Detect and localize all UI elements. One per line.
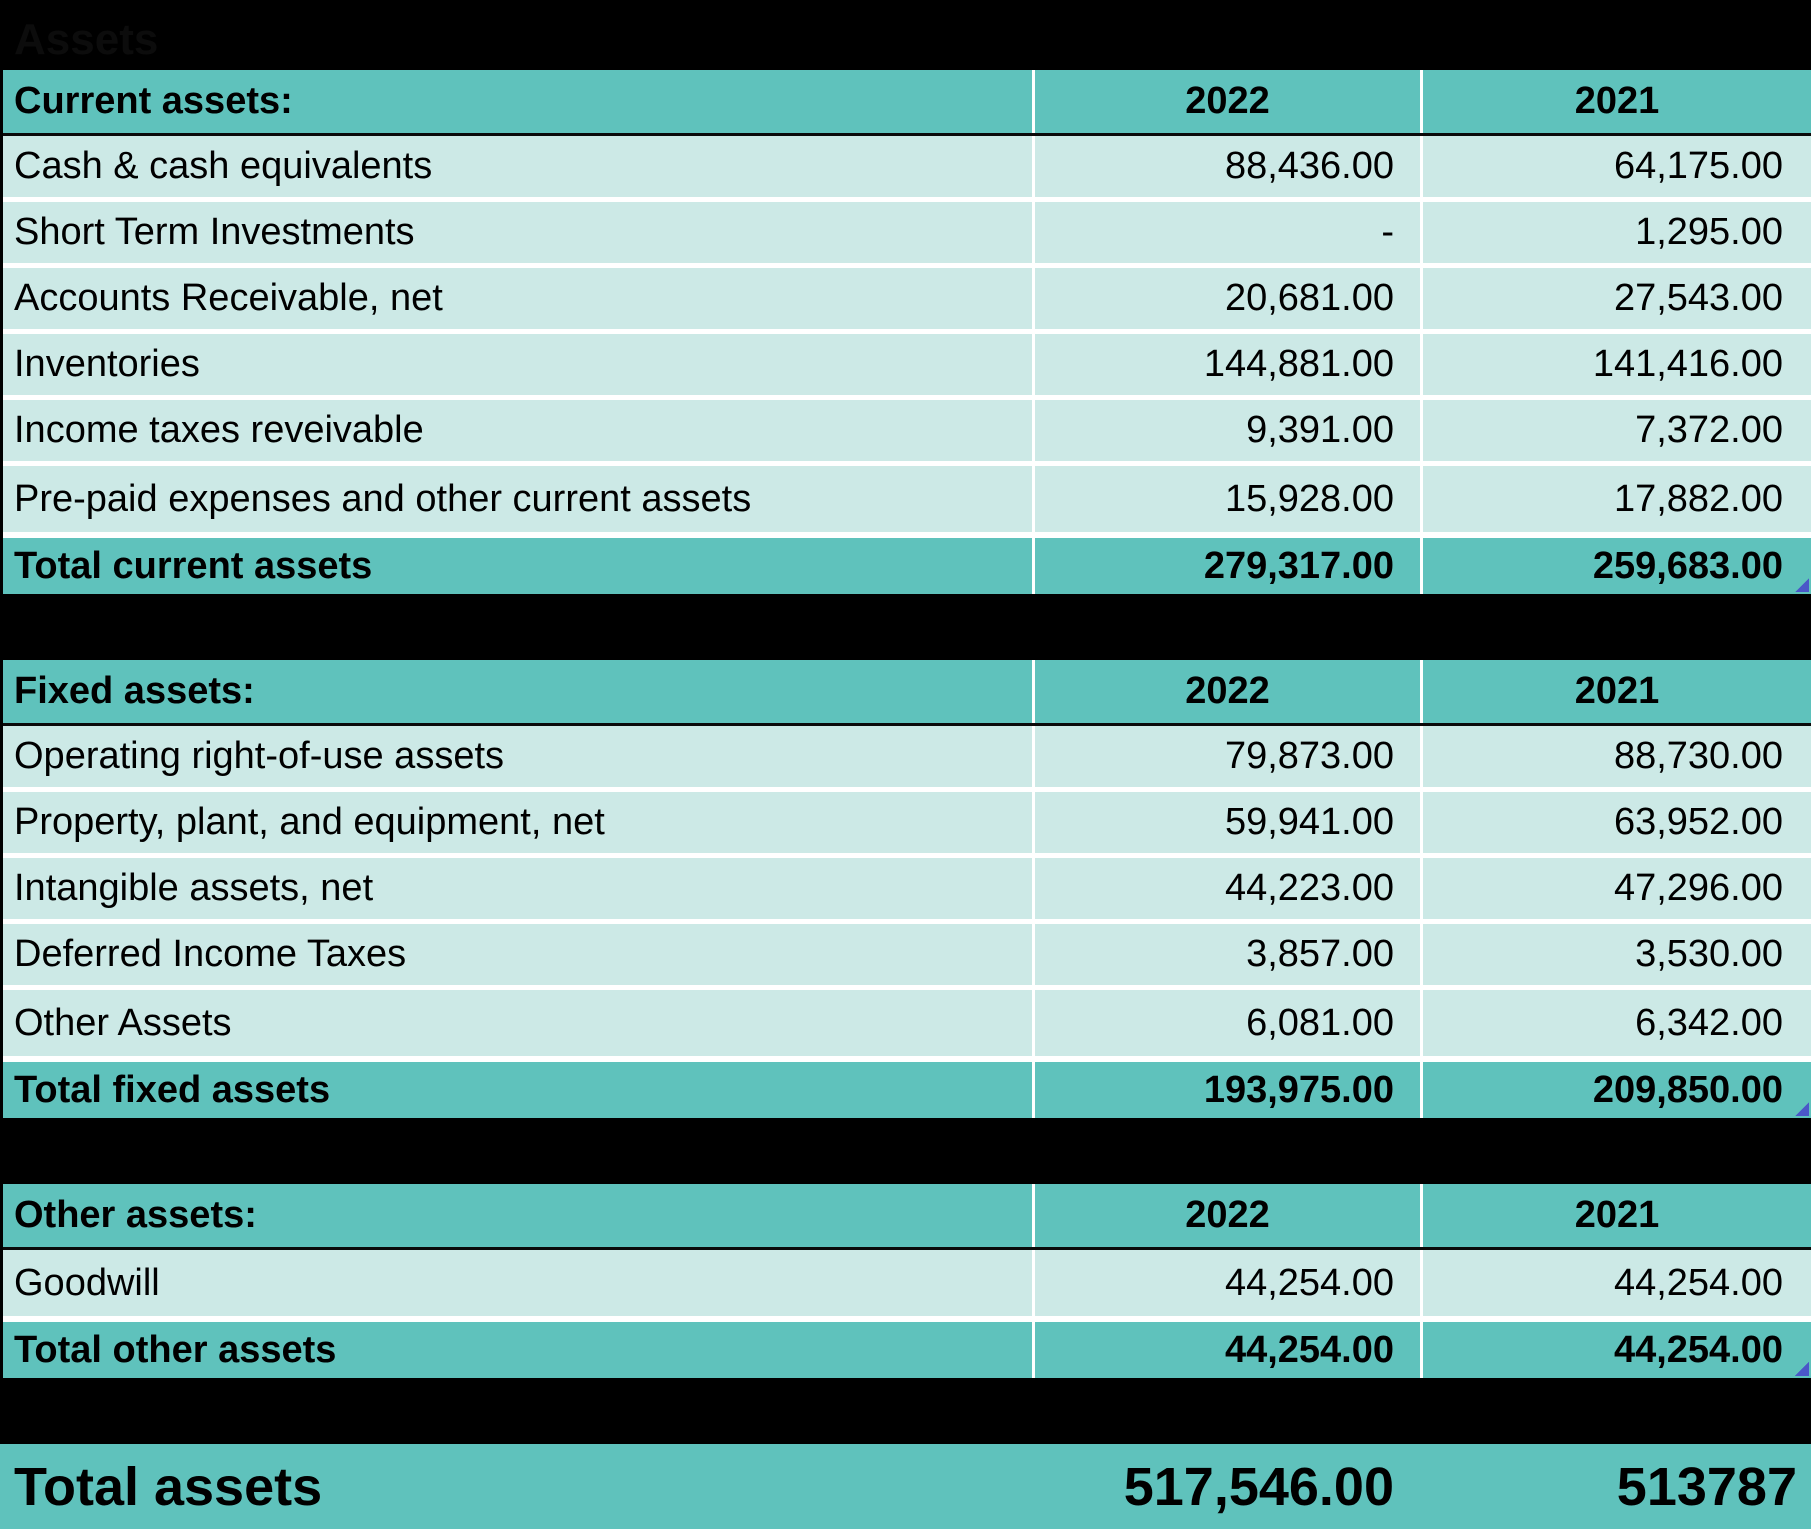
value-2022: 59,941.00 [1032,792,1420,853]
value-2022: 3,857.00 [1032,924,1420,985]
total-row: Total fixed assets 193,975.00 209,850.00 [3,1056,1811,1118]
value-2021: 141,416.00 [1420,334,1811,395]
total-value-2022: 279,317.00 [1032,538,1420,594]
table-row: Deferred Income Taxes 3,857.00 3,530.00 [3,924,1811,990]
row-label: Cash & cash equivalents [14,145,433,187]
value-2022: 144,881.00 [1032,334,1420,395]
value-2022: 88,436.00 [1032,136,1420,197]
total-label: Total other assets [14,1328,337,1371]
row-label: Inventories [14,343,200,385]
table-row: Operating right-of-use assets 79,873.00 … [3,726,1811,792]
table-row: Inventories 144,881.00 141,416.00 [3,334,1811,400]
value-2021: 27,543.00 [1420,268,1811,329]
table-header-row: Fixed assets: 2022 2021 [3,660,1811,726]
value-2022: 15,928.00 [1032,466,1420,532]
value-2021: 17,882.00 [1420,466,1811,532]
total-value-2022: 44,254.00 [1032,1322,1420,1378]
column-header-2022: 2022 [1032,70,1420,133]
other-assets-table: Other assets: 2022 2021 Goodwill 44,254.… [3,1184,1811,1378]
table-row: Cash & cash equivalents 88,436.00 64,175… [3,136,1811,202]
value-2022: 9,391.00 [1032,400,1420,461]
column-header-2021: 2021 [1420,70,1811,133]
grand-total-2021: 513787 [1616,1456,1797,1517]
value-2021: 63,952.00 [1420,792,1811,853]
table-row: Goodwill 44,254.00 44,254.00 [3,1250,1811,1316]
page-title: Assets [14,15,159,64]
row-label: Intangible assets, net [14,867,374,909]
table-header-row: Other assets: 2022 2021 [3,1184,1811,1250]
table-row: Accounts Receivable, net 20,681.00 27,54… [3,268,1811,334]
column-header-2021: 2021 [1420,1184,1811,1247]
cell-resize-handle-icon[interactable] [1795,578,1809,592]
section-title: Current assets: [14,80,293,122]
column-header-2021: 2021 [1420,660,1811,723]
total-row: Total current assets 279,317.00 259,683.… [3,532,1811,594]
value-2022: 79,873.00 [1032,726,1420,787]
total-row: Total other assets 44,254.00 44,254.00 [3,1316,1811,1378]
value-2022: - [1032,202,1420,263]
value-2021: 44,254.00 [1420,1250,1811,1316]
row-label: Short Term Investments [14,211,415,253]
total-value-2021: 209,850.00 [1420,1062,1811,1118]
value-2021: 6,342.00 [1420,990,1811,1056]
row-label: Pre-paid expenses and other current asse… [14,477,752,520]
table-row: Other Assets 6,081.00 6,342.00 [3,990,1811,1056]
row-label: Deferred Income Taxes [14,933,407,975]
value-2022: 20,681.00 [1032,268,1420,329]
table-row: Pre-paid expenses and other current asse… [3,466,1811,532]
table-row: Short Term Investments - 1,295.00 [3,202,1811,268]
value-2021: 88,730.00 [1420,726,1811,787]
current-assets-table: Current assets: 2022 2021 Cash & cash eq… [3,70,1811,594]
total-label: Total fixed assets [14,1068,331,1111]
table-header-row: Current assets: 2022 2021 [3,70,1811,136]
fixed-assets-table: Fixed assets: 2022 2021 Operating right-… [3,660,1811,1118]
grand-total-2022: 517,546.00 [1123,1456,1394,1517]
grand-total-label: Total assets [14,1456,323,1517]
value-2021: 7,372.00 [1420,400,1811,461]
column-header-2022: 2022 [1032,660,1420,723]
table-row: Property, plant, and equipment, net 59,9… [3,792,1811,858]
table-row: Income taxes reveivable 9,391.00 7,372.0… [3,400,1811,466]
grand-total-row: Total assets 517,546.00 513787 [0,1444,1811,1529]
total-label: Total current assets [14,544,373,587]
value-2022: 44,223.00 [1032,858,1420,919]
value-2021: 47,296.00 [1420,858,1811,919]
value-2022: 44,254.00 [1032,1250,1420,1316]
value-2021: 64,175.00 [1420,136,1811,197]
row-label: Property, plant, and equipment, net [14,801,605,843]
row-label: Goodwill [14,1261,160,1304]
column-header-2022: 2022 [1032,1184,1420,1247]
section-title: Other assets: [14,1194,257,1236]
total-value-2021: 44,254.00 [1420,1322,1811,1378]
cell-resize-handle-icon[interactable] [1795,1102,1809,1116]
cell-resize-handle-icon[interactable] [1795,1362,1809,1376]
value-2021: 3,530.00 [1420,924,1811,985]
row-label: Operating right-of-use assets [14,735,505,777]
value-2022: 6,081.00 [1032,990,1420,1056]
total-value-2021: 259,683.00 [1420,538,1811,594]
row-label: Accounts Receivable, net [14,277,443,319]
row-label: Other Assets [14,1001,232,1044]
section-title: Fixed assets: [14,670,255,712]
value-2021: 1,295.00 [1420,202,1811,263]
table-row: Intangible assets, net 44,223.00 47,296.… [3,858,1811,924]
total-value-2022: 193,975.00 [1032,1062,1420,1118]
row-label: Income taxes reveivable [14,409,424,451]
